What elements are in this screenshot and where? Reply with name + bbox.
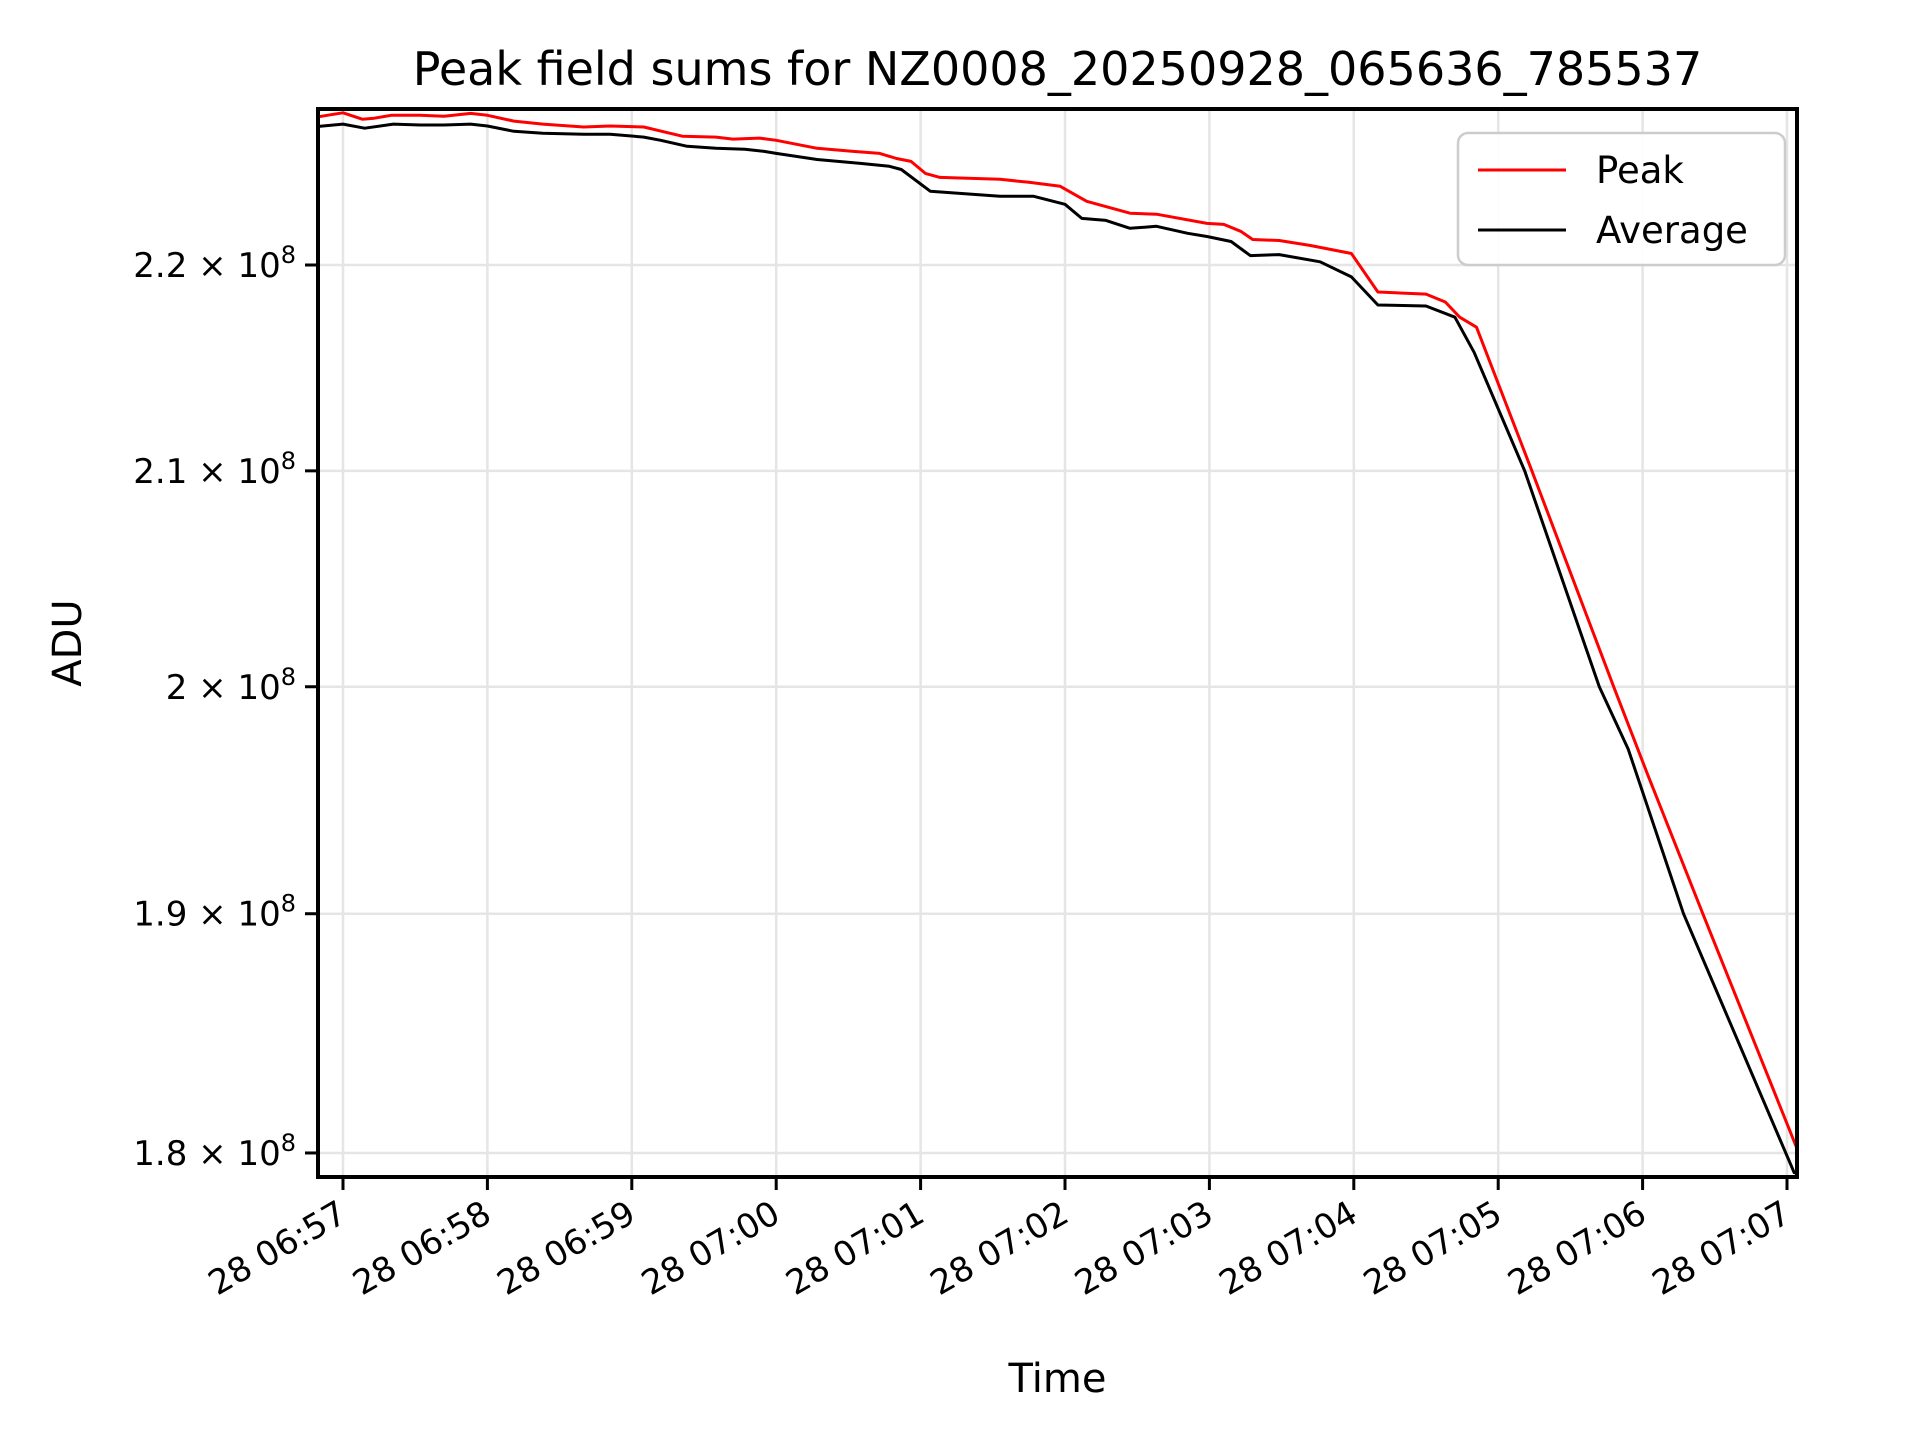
x-tick-label: 28 07:05 (1357, 1193, 1509, 1304)
plot-border (316, 107, 1799, 1179)
legend: Peak Average (1456, 131, 1787, 267)
x-tick-label: 28 07:02 (924, 1193, 1076, 1304)
y-tick-label: 2.1 × 108 (133, 447, 296, 492)
y-tick-label: 1.9 × 108 (133, 890, 296, 935)
x-tick-label: 28 07:03 (1068, 1193, 1220, 1304)
x-axis-label: Time (1008, 1356, 1107, 1402)
series-line-peak (318, 111, 1797, 1150)
legend-label-peak: Peak (1596, 149, 1684, 192)
x-tick-label: 28 07:07 (1646, 1193, 1798, 1304)
gridlines (318, 109, 1797, 1177)
y-tick-label: 1.8 × 108 (133, 1129, 296, 1174)
legend-label-average: Average (1596, 209, 1748, 252)
x-tick-label: 28 07:04 (1213, 1193, 1365, 1304)
legend-box (1456, 131, 1787, 267)
x-tick-label: 28 07:00 (635, 1193, 787, 1304)
x-tick-label: 28 07:01 (779, 1193, 931, 1304)
y-tick-label: 2 × 108 (166, 663, 296, 708)
x-tick-label: 28 06:57 (202, 1193, 354, 1304)
y-tick-label: 2.2 × 108 (133, 241, 296, 286)
series-line-average (318, 122, 1796, 1175)
x-tick-label: 28 07:06 (1501, 1193, 1653, 1304)
x-tick-label: 28 06:58 (346, 1193, 498, 1304)
chart-title: Peak field sums for NZ0008_20250928_0656… (412, 42, 1703, 96)
x-tick-label: 28 06:59 (491, 1193, 643, 1304)
